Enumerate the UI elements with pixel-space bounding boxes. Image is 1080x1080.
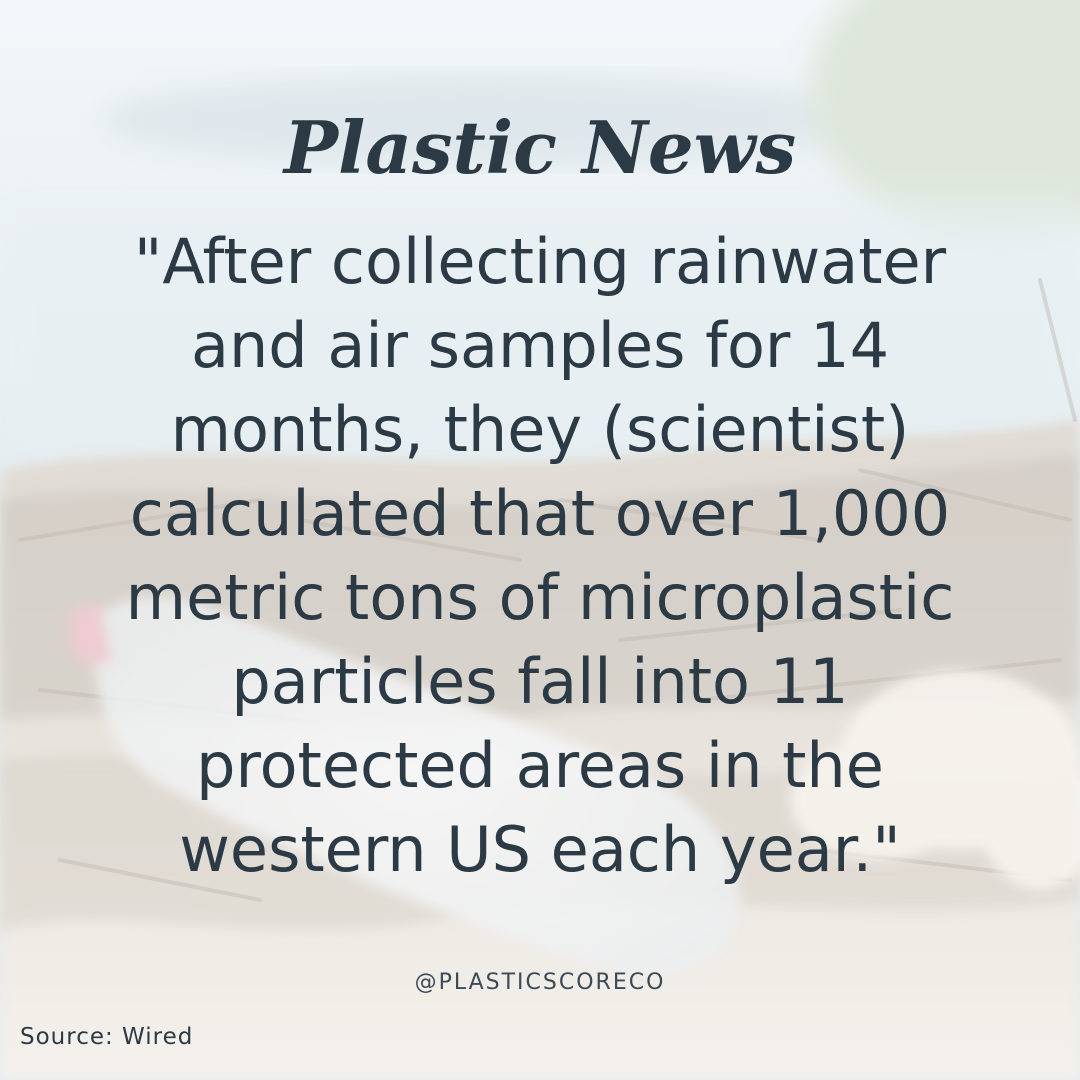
quote-line: calculated that over 1,000	[129, 477, 951, 550]
account-handle: @PLASTICSCORECO	[414, 970, 666, 995]
quote-text: "After collecting rainwater and air samp…	[40, 220, 1040, 892]
quote-line: months, they (scientist)	[170, 393, 910, 466]
quote-line: "After collecting rainwater	[133, 225, 947, 298]
quote-line: particles fall into 11	[231, 645, 849, 718]
quote-line: and air samples for 14	[190, 309, 890, 382]
quote-line: metric tons of microplastic	[125, 561, 955, 634]
quote-line: western US each year."	[179, 813, 901, 886]
source-credit: Source: Wired	[20, 1024, 194, 1050]
post-title: Plastic News	[283, 105, 797, 190]
quote-line: protected areas in the	[196, 729, 884, 802]
